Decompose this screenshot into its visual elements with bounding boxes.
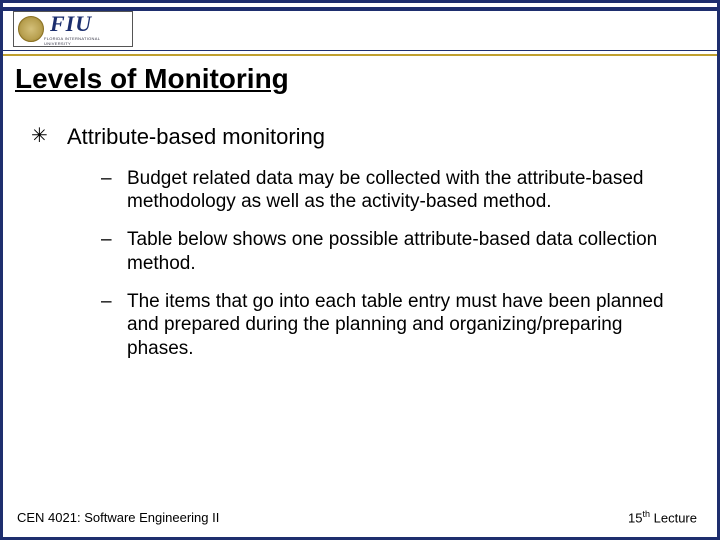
logo-acronym: FIU [50,13,128,35]
sub-bullet-text: The items that go into each table entry … [127,290,693,361]
sub-bullet-item: – Budget related data may be collected w… [101,167,693,215]
sub-bullet-text: Table below shows one possible attribute… [127,228,693,276]
logo-text-block: FIU FLORIDA INTERNATIONAL UNIVERSITY [44,13,128,46]
dash-bullet-icon: – [101,228,127,252]
university-logo: FIU FLORIDA INTERNATIONAL UNIVERSITY [13,11,133,47]
sub-bullet-item: – Table below shows one possible attribu… [101,228,693,276]
footer-lecture-number: 15th Lecture [628,509,697,525]
footer-course: CEN 4021: Software Engineering II [17,510,219,525]
sub-bullet-text: Budget related data may be collected wit… [127,167,693,215]
sub-bullet-item: – The items that go into each table entr… [101,290,693,361]
header-gold-rule [3,54,717,56]
main-bullet-text: Attribute-based monitoring [67,123,325,151]
university-seal-icon [18,16,44,42]
dash-bullet-icon: – [101,290,127,314]
slide-container: FIU FLORIDA INTERNATIONAL UNIVERSITY Lev… [0,0,720,540]
footer-word: Lecture [650,510,697,525]
dash-bullet-icon: – [101,167,127,191]
footer-num: 15 [628,510,642,525]
star-bullet-icon: ✳ [27,123,67,149]
logo-subtext: FLORIDA INTERNATIONAL UNIVERSITY [44,36,128,46]
main-bullet-row: ✳ Attribute-based monitoring [27,123,693,151]
header-band: FIU FLORIDA INTERNATIONAL UNIVERSITY [3,3,717,51]
slide-title: Levels of Monitoring [15,63,289,95]
footer-ordinal: th [643,509,651,519]
slide-content: ✳ Attribute-based monitoring – Budget re… [27,123,693,375]
sub-bullet-list: – Budget related data may be collected w… [101,167,693,361]
